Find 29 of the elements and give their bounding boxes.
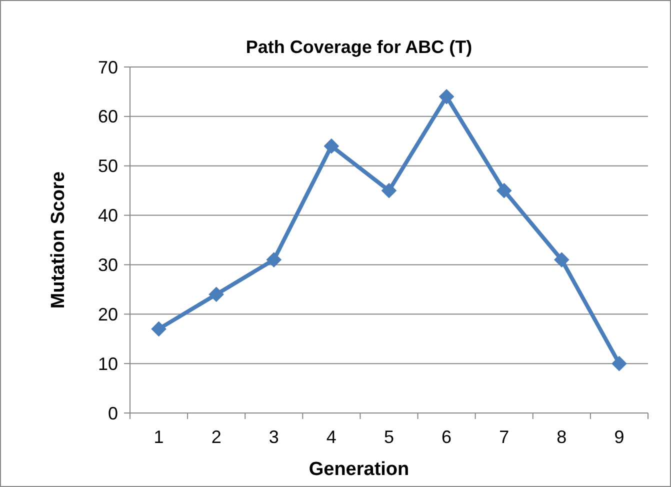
- y-tick-label: 0: [108, 403, 118, 424]
- point: [554, 252, 570, 268]
- chart-title: Path Coverage for ABC (T): [246, 37, 472, 57]
- point: [381, 182, 397, 198]
- y-tick-label: 70: [98, 57, 118, 78]
- y-tick-label: 10: [98, 354, 118, 374]
- y-tick-label: 40: [98, 206, 118, 226]
- x-axis-title: Generation: [308, 459, 410, 480]
- x-tick-label: 3: [268, 427, 279, 447]
- y-tick-label: 60: [98, 106, 118, 127]
- x-tick-label: 2: [211, 427, 222, 447]
- y-axis-title: Mutation Score: [48, 171, 69, 309]
- x-tick-label: 4: [326, 427, 336, 447]
- point: [324, 138, 340, 154]
- point: [612, 356, 627, 372]
- point: [151, 321, 166, 337]
- y-tick-label: 20: [98, 304, 118, 324]
- x-tick-label: 7: [499, 427, 510, 447]
- y-tick-label: 50: [98, 156, 118, 176]
- point: [266, 252, 282, 268]
- x-tick-label: 5: [384, 427, 394, 447]
- point: [438, 88, 454, 104]
- point: [496, 182, 512, 198]
- x-tick-label: 1: [154, 427, 164, 447]
- y-tick-label: 30: [98, 255, 118, 276]
- point: [208, 286, 224, 302]
- x-tick-label: 8: [556, 427, 567, 447]
- x-tick-label: 9: [614, 427, 624, 447]
- x-tick-label: 6: [442, 427, 452, 447]
